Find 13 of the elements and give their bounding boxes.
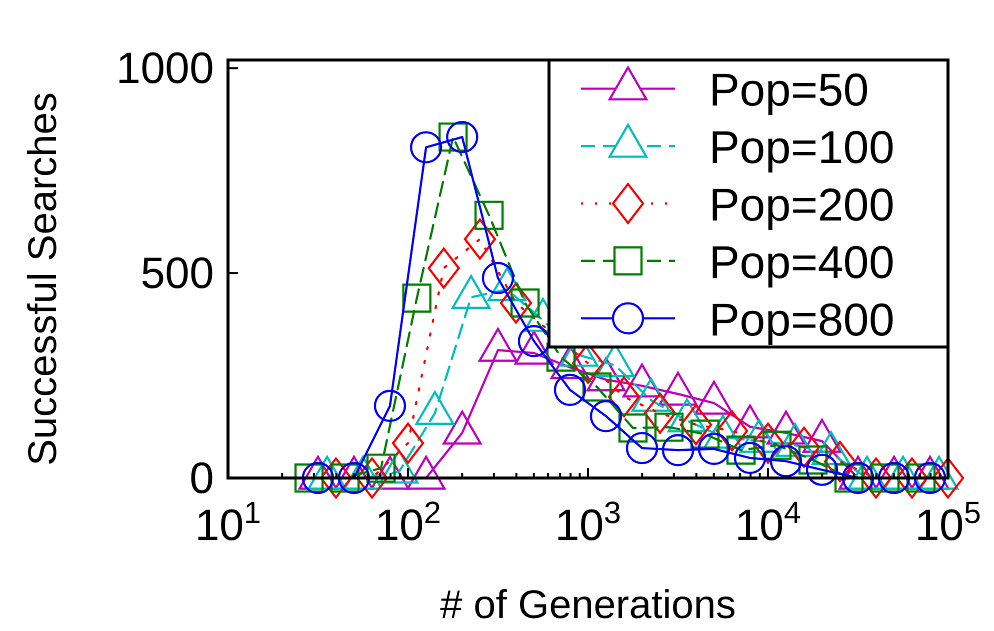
- y-tick-label: 1000: [116, 44, 214, 94]
- legend-label: Pop=200: [709, 178, 894, 230]
- legend-label: Pop=800: [709, 293, 894, 346]
- legend-label: Pop=50: [709, 64, 869, 116]
- x-tick-label: 10$^{2}$: [374, 494, 442, 550]
- legend-label: Pop=100: [709, 121, 894, 174]
- y-axis-title: Successful Searches: [21, 92, 65, 466]
- legend-label: Pop=400: [709, 236, 894, 288]
- x-axis-title: # of Generations: [440, 583, 736, 627]
- y-tick-label: 500: [140, 249, 214, 298]
- x-tick-label: 10$^{5}$: [914, 494, 982, 550]
- x-tick-label: 10$^{4}$: [734, 494, 802, 550]
- x-tick-label: 10$^{3}$: [554, 494, 622, 550]
